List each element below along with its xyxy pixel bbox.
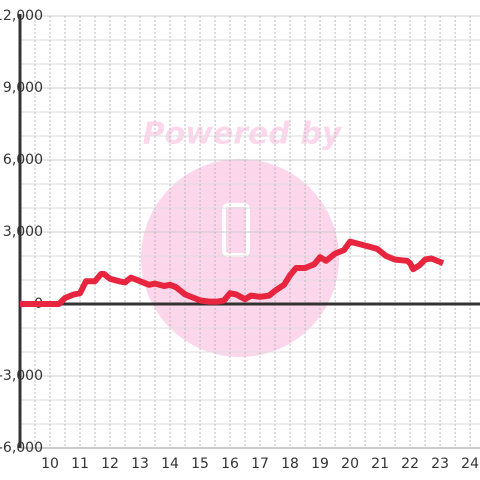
x-tick-label: 20	[341, 456, 359, 472]
y-tick-label: 6,000	[3, 152, 43, 168]
watermark-text: Powered by	[143, 117, 343, 152]
x-tick-label: 17	[251, 456, 269, 472]
x-tick-label: 22	[401, 456, 419, 472]
watermark-logo	[141, 159, 339, 357]
x-tick-label: 12	[101, 456, 119, 472]
y-tick-label: -6,000	[0, 440, 43, 456]
watermark-icon	[222, 203, 250, 257]
x-tick-label: 11	[71, 456, 89, 472]
x-tick-label: 10	[41, 456, 59, 472]
x-tick-label: 14	[161, 456, 179, 472]
y-tick-label: 12,000	[0, 8, 43, 24]
x-tick-label: 15	[191, 456, 209, 472]
x-tick-label: 19	[311, 456, 329, 472]
data-line	[20, 238, 445, 307]
x-tick-label: 21	[371, 456, 389, 472]
x-tick-label: 23	[431, 456, 449, 472]
x-tick-label: 18	[281, 456, 299, 472]
x-tick-label: 16	[221, 456, 239, 472]
x-tick-label: 13	[131, 456, 149, 472]
y-tick-label: -3,000	[0, 368, 43, 384]
x-tick-label: 24	[461, 456, 479, 472]
y-tick-label: 3,000	[3, 224, 43, 240]
y-tick-label: 9,000	[3, 80, 43, 96]
